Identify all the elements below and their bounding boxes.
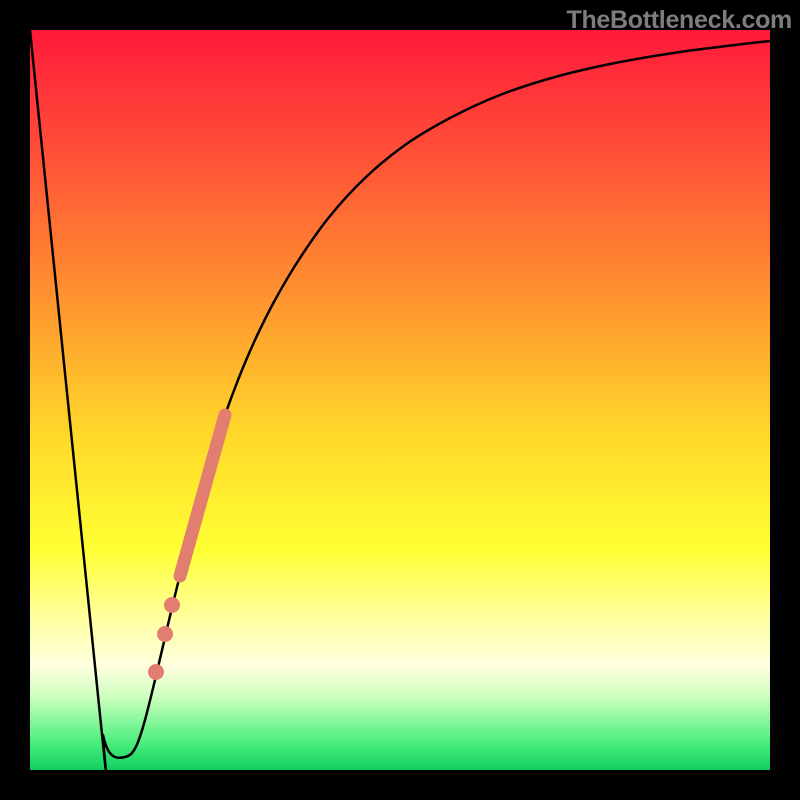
chart-container: TheBottleneck.com bbox=[0, 0, 800, 800]
highlight-dot bbox=[148, 664, 164, 680]
chart-svg bbox=[0, 0, 800, 800]
watermark-text: TheBottleneck.com bbox=[566, 6, 792, 35]
plot-area-gradient bbox=[30, 30, 770, 770]
highlight-dot bbox=[164, 597, 180, 613]
highlight-dot bbox=[157, 626, 173, 642]
